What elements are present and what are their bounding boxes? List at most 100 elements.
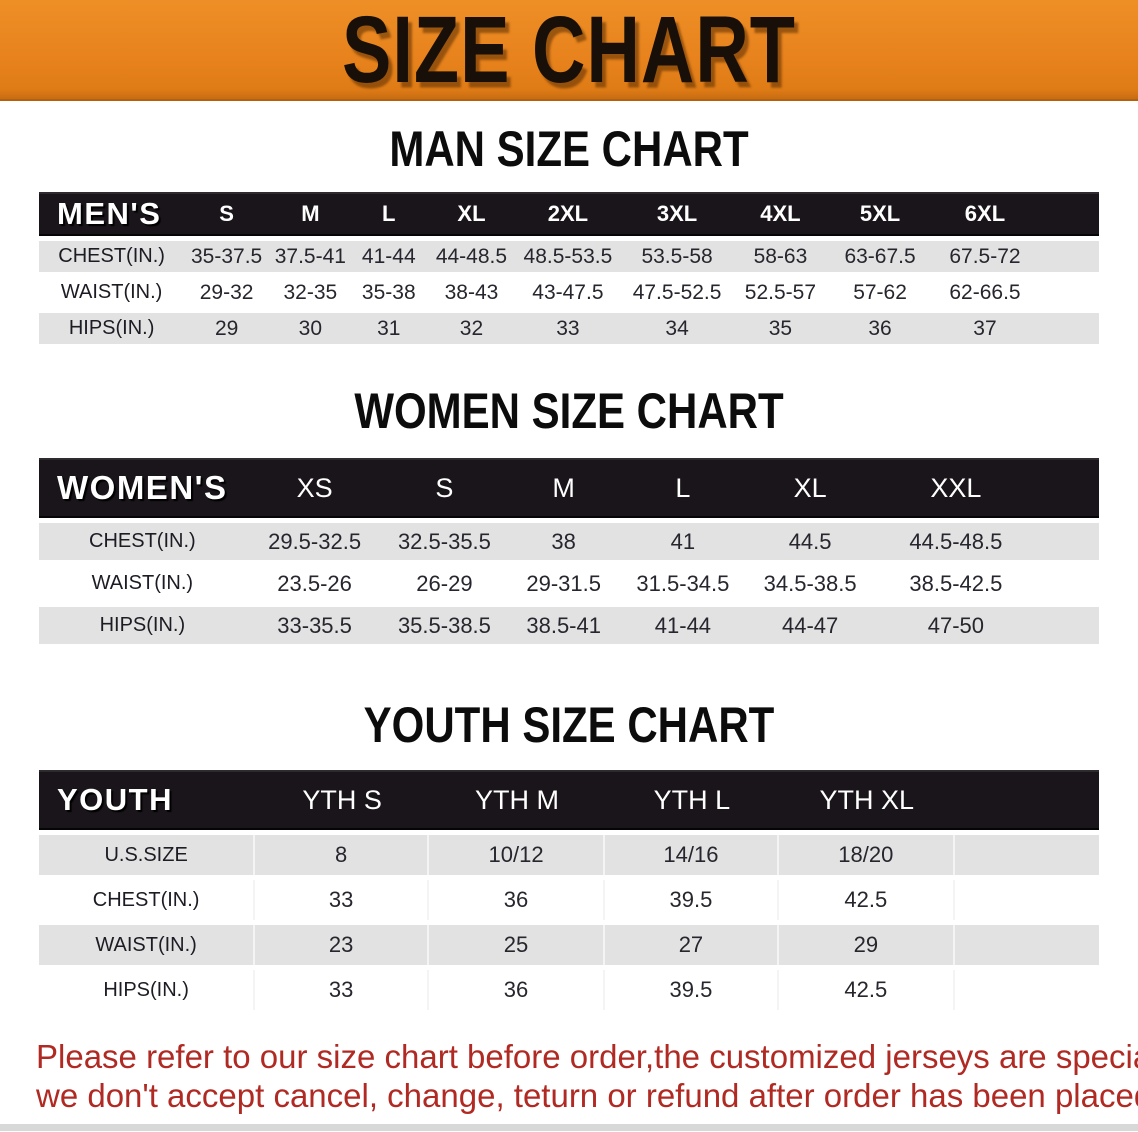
size-cell: 44.5-48.5 [876, 523, 1036, 561]
column-header: YTH L [605, 770, 779, 831]
size-cell: 36 [429, 970, 606, 1011]
row-spacer [1035, 565, 1099, 603]
row-spacer [1035, 607, 1099, 645]
table-row: U.S.SIZE 8 10/12 14/16 18/20 [39, 835, 1099, 876]
table-row: WAIST(IN.) 23 25 27 29 [39, 925, 1099, 966]
table-row: CHEST(IN.) 29.5-32.5 32.5-35.5 38 41 44.… [39, 523, 1099, 561]
column-header: YTH XL [778, 770, 955, 831]
size-cell: 34.5-38.5 [743, 565, 877, 603]
table-row: WAIST(IN.) 23.5-26 26-29 29-31.5 31.5-34… [39, 565, 1099, 603]
size-cell: 42.5 [778, 880, 955, 921]
men-header-row: MEN'S S M L XL 2XL 3XL 4XL 5XL 6XL [39, 192, 1099, 237]
size-cell: 30 [269, 313, 352, 345]
column-header: XL [743, 458, 877, 519]
size-cell: 31.5-34.5 [621, 565, 744, 603]
women-section-title-text: WOMEN SIZE CHART [354, 382, 784, 439]
size-cell: 35 [735, 313, 826, 345]
column-header: YTH M [429, 770, 606, 831]
size-cell: 41 [621, 523, 744, 561]
column-header: S [383, 458, 506, 519]
row-label: HIPS(IN.) [39, 313, 185, 345]
size-cell: 44-47 [743, 607, 877, 645]
row-label: HIPS(IN.) [39, 970, 256, 1011]
women-corner-label: WOMEN'S [39, 458, 246, 519]
youth-section-title-text: YOUTH SIZE CHART [363, 696, 775, 753]
size-cell: 48.5-53.5 [517, 241, 619, 273]
column-header: L [351, 192, 426, 237]
size-cell: 38 [505, 523, 622, 561]
size-cell: 58-63 [735, 241, 826, 273]
size-cell: 26-29 [383, 565, 506, 603]
youth-header-row: YOUTH YTH S YTH M YTH L YTH XL [39, 770, 1099, 831]
table-row: CHEST(IN.) 35-37.5 37.5-41 41-44 44-48.5… [39, 241, 1099, 273]
row-label: CHEST(IN.) [39, 880, 256, 921]
men-section-title: MAN SIZE CHART [0, 122, 1138, 175]
row-label: CHEST(IN.) [39, 523, 246, 561]
youth-size-table: YOUTH YTH S YTH M YTH L YTH XL U.S.SIZE … [39, 765, 1099, 1015]
size-cell: 32-35 [269, 277, 352, 309]
table-row: HIPS(IN.) 29 30 31 32 33 34 35 36 37 [39, 313, 1099, 345]
row-spacer [954, 880, 1099, 921]
size-cell: 37 [934, 313, 1036, 345]
column-header: 6XL [934, 192, 1036, 237]
column-header: 5XL [825, 192, 935, 237]
header-spacer [1035, 458, 1099, 519]
size-cell: 33 [255, 970, 430, 1011]
size-cell: 34 [618, 313, 736, 345]
size-cell: 29 [778, 925, 955, 966]
size-cell: 32.5-35.5 [383, 523, 506, 561]
size-cell: 44-48.5 [425, 241, 518, 273]
men-corner-label: MEN'S [39, 192, 185, 237]
women-section-title: WOMEN SIZE CHART [0, 384, 1138, 437]
size-cell: 39.5 [605, 880, 779, 921]
column-header: XL [425, 192, 518, 237]
header-spacer [954, 770, 1099, 831]
size-cell: 29 [184, 313, 270, 345]
size-cell: 63-67.5 [825, 241, 935, 273]
size-cell: 47.5-52.5 [618, 277, 736, 309]
size-cell: 52.5-57 [735, 277, 826, 309]
size-cell: 57-62 [825, 277, 935, 309]
size-cell: 33 [255, 880, 430, 921]
column-header: XS [245, 458, 384, 519]
size-cell: 29-31.5 [505, 565, 622, 603]
women-size-table: WOMEN'S XS S M L XL XXL CHEST(IN.) 29.5-… [39, 453, 1099, 649]
column-header: YTH S [255, 770, 430, 831]
youth-section-title: YOUTH SIZE CHART [0, 698, 1138, 751]
size-cell: 23 [255, 925, 430, 966]
size-cell: 38-43 [425, 277, 518, 309]
size-cell: 37.5-41 [269, 241, 352, 273]
size-cell: 43-47.5 [517, 277, 619, 309]
table-row: CHEST(IN.) 33 36 39.5 42.5 [39, 880, 1099, 921]
size-cell: 62-66.5 [934, 277, 1036, 309]
row-label: HIPS(IN.) [39, 607, 246, 645]
row-label: CHEST(IN.) [39, 241, 185, 273]
disclaimer: Please refer to our size chart before or… [36, 1037, 1138, 1115]
column-header: 3XL [618, 192, 736, 237]
banner-title: SIZE CHART [342, 0, 796, 103]
size-cell: 44.5 [743, 523, 877, 561]
men-section-title-text: MAN SIZE CHART [389, 120, 749, 177]
size-cell: 38.5-41 [505, 607, 622, 645]
row-spacer [1035, 523, 1099, 561]
size-cell: 32 [425, 313, 518, 345]
row-spacer [1035, 241, 1099, 273]
column-header: S [184, 192, 270, 237]
column-header: XXL [876, 458, 1036, 519]
table-row: WAIST(IN.) 29-32 32-35 35-38 38-43 43-47… [39, 277, 1099, 309]
row-label: WAIST(IN.) [39, 277, 185, 309]
size-cell: 23.5-26 [245, 565, 384, 603]
column-header: 4XL [735, 192, 826, 237]
size-cell: 36 [429, 880, 606, 921]
size-cell: 41-44 [351, 241, 426, 273]
row-spacer [954, 970, 1099, 1011]
table-row: HIPS(IN.) 33 36 39.5 42.5 [39, 970, 1099, 1011]
size-cell: 35-37.5 [184, 241, 270, 273]
size-cell: 67.5-72 [934, 241, 1036, 273]
row-spacer [954, 835, 1099, 876]
size-cell: 33-35.5 [245, 607, 384, 645]
men-size-table: MEN'S S M L XL 2XL 3XL 4XL 5XL 6XL CHEST… [39, 187, 1099, 349]
size-cell: 29.5-32.5 [245, 523, 384, 561]
column-header: M [269, 192, 352, 237]
banner: SIZE CHART [0, 0, 1138, 103]
